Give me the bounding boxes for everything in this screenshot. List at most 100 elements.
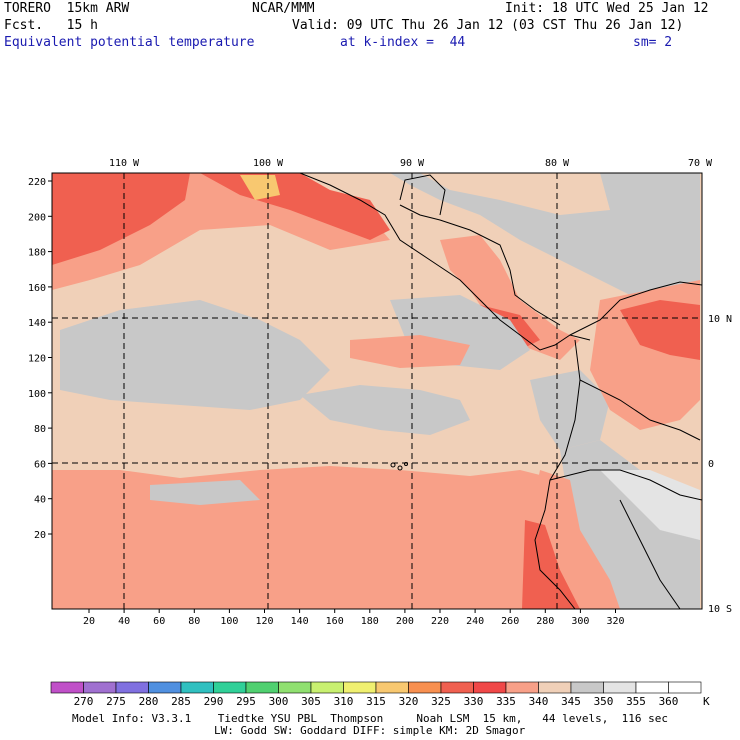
y-tick-label: 140	[28, 318, 46, 329]
y-tick-label: 100	[28, 389, 46, 400]
y-tick-label: 220	[28, 177, 46, 188]
field-gulf-cool	[390, 173, 700, 300]
colorbar-level-label: 315	[366, 695, 386, 708]
field-northwest-hot	[52, 173, 190, 265]
colorbar-level-label: 285	[171, 695, 191, 708]
coastlines	[299, 173, 702, 609]
lon-label-70w: 70 W	[688, 158, 713, 169]
field-caribbean-mild	[420, 173, 610, 215]
colorbar-level-label: 295	[236, 695, 256, 708]
field-mexico-coast	[200, 173, 390, 240]
y-grid-tick-labels: 220 200 180 160 140 120 100 80 60 40 20	[28, 177, 52, 541]
y-tick-label: 160	[28, 283, 46, 294]
field-pacific-warm-patch	[350, 335, 470, 368]
colorbar-level-label: 330	[464, 695, 484, 708]
smoothing-info: sm= 2	[633, 35, 673, 50]
field-pacific-cool-1	[60, 300, 330, 410]
y-tick-label: 80	[34, 424, 46, 435]
lon-label-80w: 80 W	[545, 158, 570, 169]
lon-label-90w: 90 W	[400, 158, 425, 169]
model-name: TORERO 15km ARW	[4, 1, 130, 16]
init-time: Init: 18 UTC Wed 25 Jan 12	[505, 1, 709, 16]
colorbar-swatch	[213, 681, 247, 694]
x-tick-label: 120	[255, 616, 273, 627]
colorbar-swatch	[245, 681, 279, 694]
colorbar-swatch	[83, 681, 117, 694]
colorbar-level-label: 350	[594, 695, 614, 708]
colorbar-swatch	[310, 681, 344, 694]
colorbar-swatch	[440, 681, 474, 694]
physics-info-line: LW: Godd SW: Goddard DIFF: simple KM: 2D…	[214, 724, 526, 737]
x-tick-label: 200	[396, 616, 414, 627]
y-tick-label: 60	[34, 459, 46, 470]
colorbar-swatch	[375, 681, 409, 694]
x-tick-label: 40	[118, 616, 130, 627]
model-info-line: Model Info: V3.3.1 Tiedtke YSU PBL Thomp…	[72, 712, 669, 725]
x-tick-label: 300	[571, 616, 589, 627]
field-south-warm	[52, 466, 560, 609]
y-tick-label: 200	[28, 212, 46, 223]
border-colombia	[579, 379, 701, 441]
colorbar-level-label: 270	[74, 695, 94, 708]
caribbean-coastline	[399, 204, 561, 326]
colorbar-level-label: 325	[431, 695, 451, 708]
colorbar-unit: K	[703, 695, 710, 708]
x-tick-label: 260	[501, 616, 519, 627]
colorbar-swatch	[635, 681, 669, 694]
colorbar-swatch	[505, 681, 539, 694]
graticule	[52, 173, 702, 609]
lat-label-10s: 10 S	[708, 604, 732, 615]
y-tick-label: 20	[34, 530, 46, 541]
valid-time: Valid: 09 UTC Thu 26 Jan 12 (03 CST Thu …	[292, 18, 684, 33]
colorbar-level-label: 340	[529, 695, 549, 708]
field-pacific-cool-2	[300, 385, 470, 435]
colorbar-level-label: 290	[204, 695, 224, 708]
x-tick-label: 60	[153, 616, 165, 627]
field-venezuela-hot	[620, 300, 700, 360]
colorbar: 270 275 280 285 290 295 300 305 310 315 320 325 330 3…	[50, 681, 710, 708]
x-tick-label: 280	[536, 616, 554, 627]
x-tick-label: 180	[361, 616, 379, 627]
field-central-america	[440, 235, 580, 360]
x-tick-label: 320	[606, 616, 624, 627]
colorbar-swatch	[148, 681, 182, 694]
colorbar-level-label: 300	[269, 695, 289, 708]
forecast-hour: Fcst. 15 h	[4, 18, 98, 33]
x-tick-label: 100	[220, 616, 238, 627]
field-peru-coast	[522, 520, 580, 609]
right-latitude-labels: 10 N 0 10 S	[708, 314, 732, 615]
y-tick-label: 180	[28, 248, 46, 259]
map-frame	[51, 172, 703, 610]
colorbar-swatch	[538, 681, 572, 694]
colorbar-swatch	[570, 681, 604, 694]
pacific-coastline	[299, 173, 591, 351]
south-america-west-coast	[534, 339, 581, 609]
colorbar-swatch	[278, 681, 312, 694]
colorbar-level-label: 335	[496, 695, 516, 708]
field-colombia-cool	[530, 370, 610, 450]
x-tick-label: 140	[291, 616, 309, 627]
field-name: Equivalent potential temperature	[4, 35, 255, 50]
field-amazon-light	[600, 470, 700, 540]
colorbar-swatch	[603, 681, 637, 694]
border-ecuador-peru	[549, 469, 702, 501]
theta-e-field	[52, 173, 702, 609]
colorbar-swatch	[408, 681, 442, 694]
field-south-cool	[150, 480, 260, 505]
x-tick-label: 80	[188, 616, 200, 627]
galapagos-2	[397, 465, 403, 471]
lat-label-equator: 0	[708, 459, 714, 470]
colorbar-swatch	[180, 681, 214, 694]
lat-label-10n: 10 N	[708, 314, 732, 325]
lon-label-100w: 100 W	[253, 158, 284, 169]
colorbar-swatch	[668, 681, 702, 694]
y-tick-label: 40	[34, 495, 46, 506]
level-info: at k-index = 44	[340, 35, 466, 50]
y-tick-label: 120	[28, 354, 46, 365]
colorbar-swatch	[343, 681, 377, 694]
south-america-north-coast	[569, 281, 702, 336]
lon-label-110w: 110 W	[109, 158, 140, 169]
colorbar-level-label: 345	[561, 695, 581, 708]
colorbar-level-label: 320	[399, 695, 419, 708]
colorbar-level-label: 275	[106, 695, 126, 708]
